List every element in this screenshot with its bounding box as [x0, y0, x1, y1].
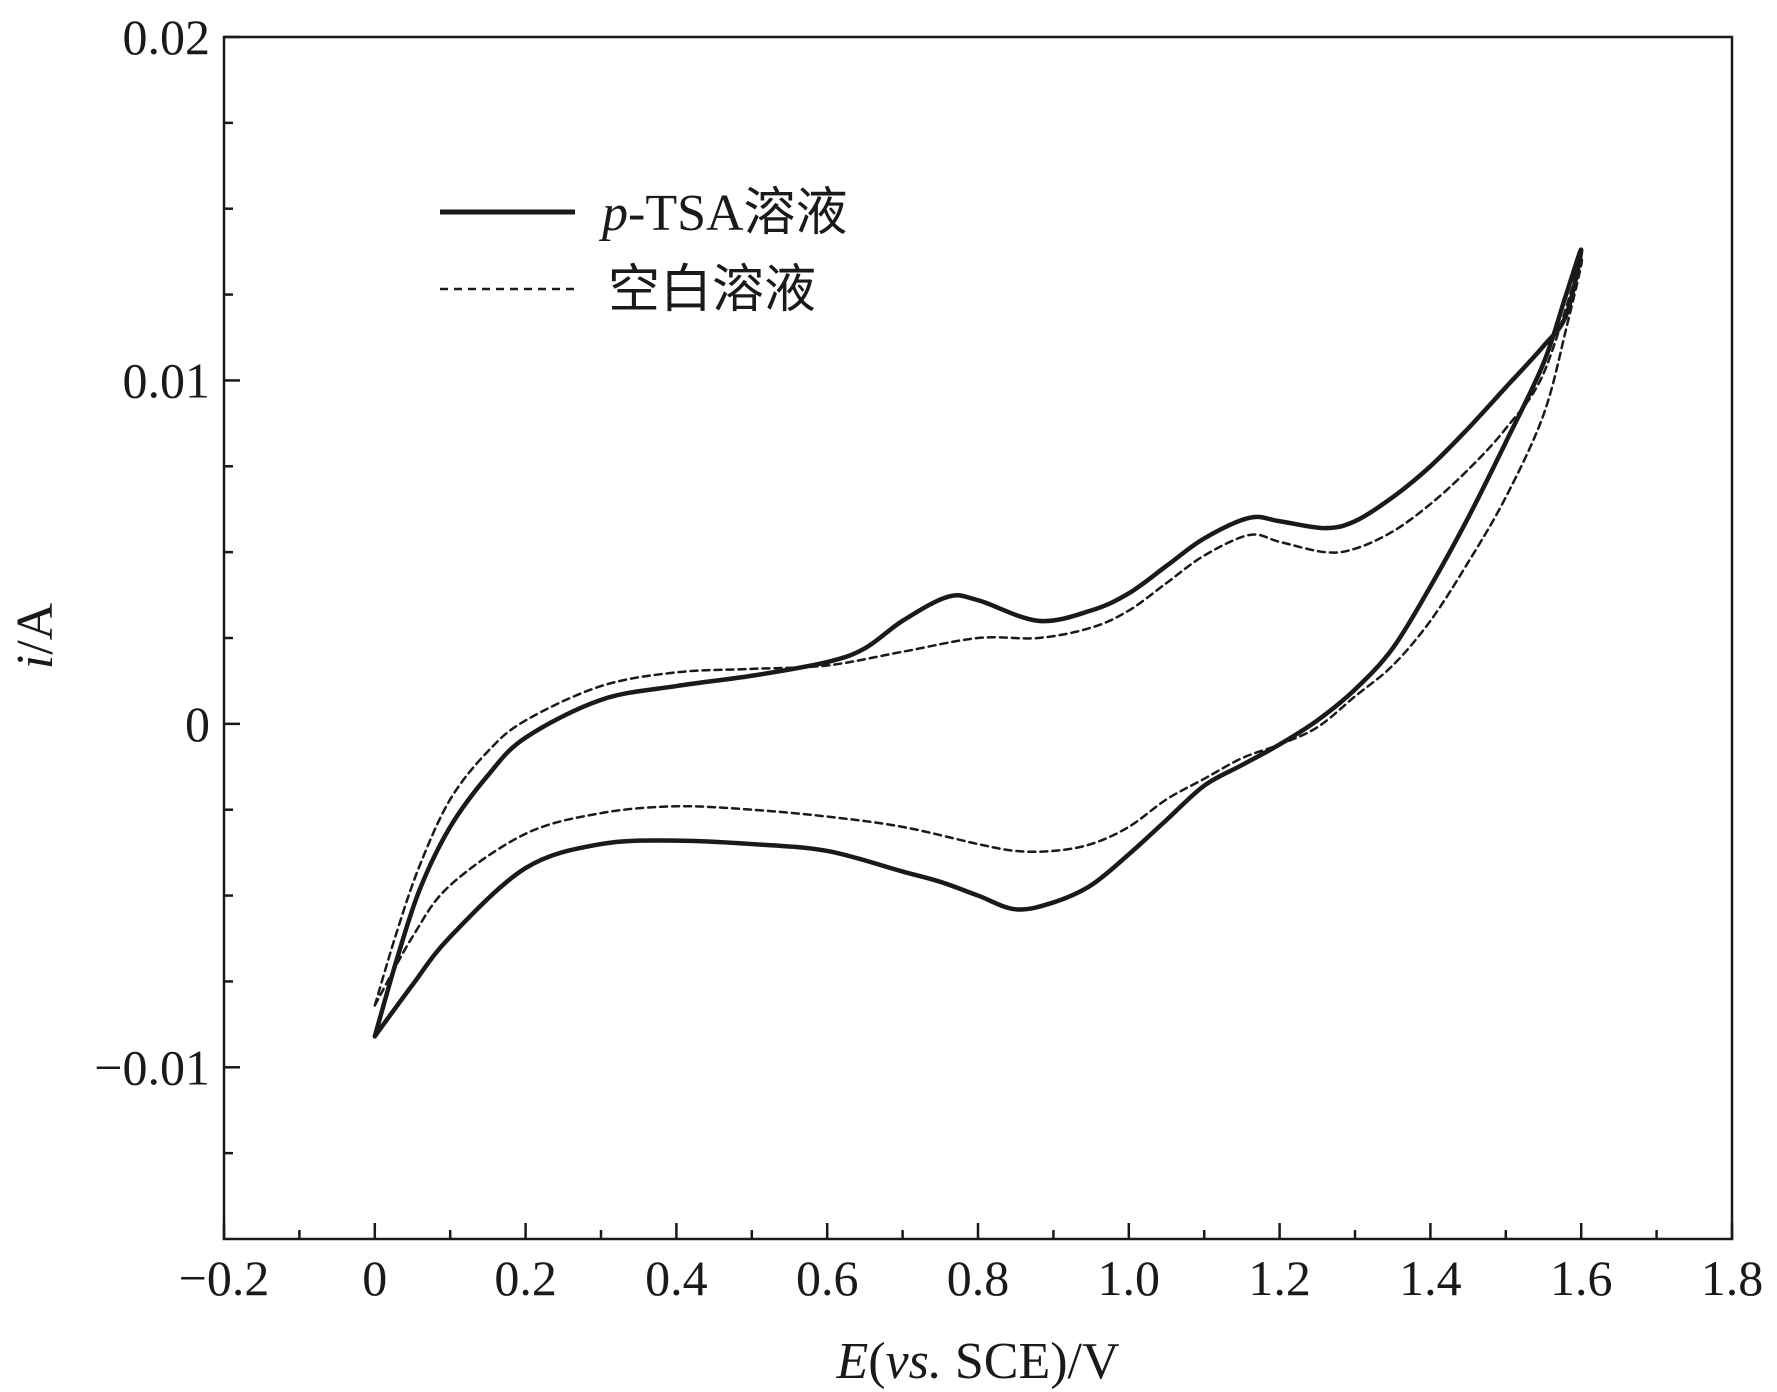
y-axis-ticks: −0.01 0 0.01 0.02	[94, 9, 240, 1155]
x-tick-label: 1.4	[1399, 1250, 1462, 1306]
x-tick-label: 0.6	[796, 1250, 859, 1306]
series-line-blank-solution	[373, 258, 1584, 1007]
x-tick-label: 0.4	[645, 1250, 708, 1306]
legend-label-dashed: 空白溶液	[608, 262, 816, 319]
x-tick-label: 0.8	[947, 1250, 1010, 1306]
y-tick-label: 0.02	[123, 9, 211, 65]
x-tick-label: 1.8	[1701, 1250, 1764, 1306]
legend-label-solid: p-TSA溶液	[598, 185, 848, 242]
y-tick-label: −0.01	[94, 1039, 210, 1095]
x-tick-label: 1.2	[1248, 1250, 1311, 1306]
x-tick-label: 1.0	[1098, 1250, 1161, 1306]
series-layer	[372, 247, 1584, 1039]
x-axis-ticks: −0.2 0 0.2 0.4 0.6 0.8 1.0 1.2 1.4 1.6 1.8	[179, 1223, 1764, 1306]
x-tick-label: 0.2	[494, 1250, 557, 1306]
series-line-ptsa-solution	[372, 247, 1584, 1039]
legend: p-TSA溶液 空白溶液	[440, 185, 848, 319]
x-tick-label: 0	[362, 1250, 387, 1306]
x-axis-title: E(vs. SCE)/V	[835, 1333, 1119, 1390]
x-tick-label: 1.6	[1550, 1250, 1613, 1306]
y-tick-label: 0	[185, 696, 210, 752]
y-axis-title: i/A	[7, 602, 64, 669]
y-tick-label: 0.01	[123, 352, 211, 408]
x-tick-label: −0.2	[179, 1250, 270, 1306]
